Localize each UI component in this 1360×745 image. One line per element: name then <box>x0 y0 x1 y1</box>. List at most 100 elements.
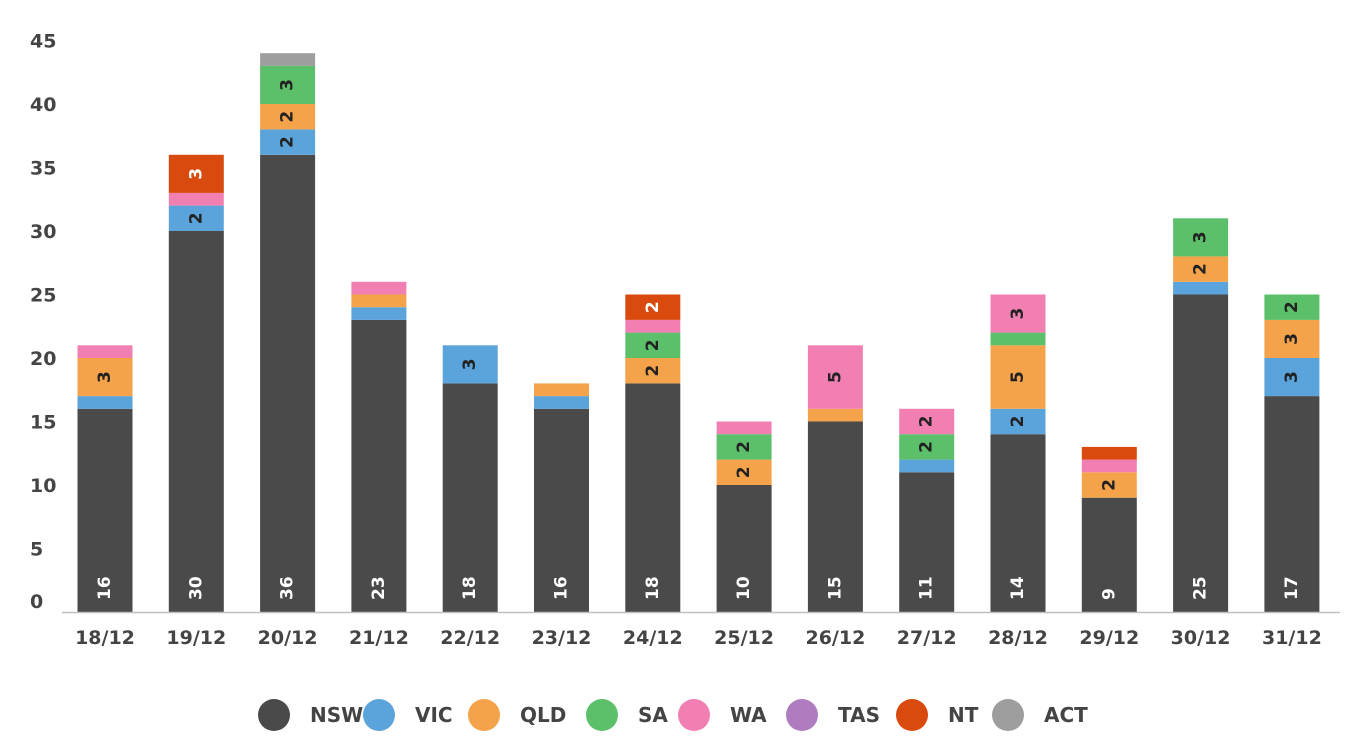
x-tick-label: 25/12 <box>714 627 774 649</box>
bar-segment-nsw[interactable] <box>990 434 1046 612</box>
bar-segment-qld[interactable] <box>990 345 1046 409</box>
y-tick-label: 40 <box>30 94 56 116</box>
bar-segment-nt[interactable] <box>1081 446 1137 460</box>
legend-item-tas[interactable]: TAS <box>786 699 880 731</box>
bar-stack: 30 2 3 <box>168 154 224 612</box>
bar-segment-nsw[interactable] <box>442 383 498 612</box>
bar-segment-qld[interactable] <box>1081 472 1137 498</box>
legend-label: SA <box>638 703 668 727</box>
legend: NSW VIC QLD SA WA TAS NT ACT <box>258 699 1088 731</box>
x-tick-label: 29/12 <box>1079 627 1139 649</box>
bar-stack: 92 <box>1081 446 1137 612</box>
bar-segment-qld[interactable] <box>807 408 863 422</box>
x-tick-label: 22/12 <box>440 627 500 649</box>
bar-segment-wa[interactable] <box>77 345 133 358</box>
bar-segment-sa[interactable] <box>899 434 955 460</box>
bar-segment-nsw[interactable] <box>534 408 589 612</box>
bar-segment-wa[interactable] <box>807 345 863 409</box>
bar-stack: 15 5 <box>807 345 863 613</box>
bar-segment-nsw[interactable] <box>716 485 772 612</box>
data-label: 2 <box>1282 301 1302 313</box>
legend-label: QLD <box>520 703 566 727</box>
bar-segment-sa[interactable] <box>625 332 681 358</box>
legend-swatch <box>363 699 395 731</box>
data-label: 5 <box>825 371 845 383</box>
legend-item-vic[interactable]: VIC <box>363 699 453 731</box>
bar-segment-sa[interactable] <box>1173 218 1229 257</box>
bar-segment-nt[interactable] <box>168 154 224 193</box>
bar-segment-qld[interactable] <box>260 104 316 130</box>
bar-segment-nsw[interactable] <box>807 421 863 613</box>
bar-segment-wa[interactable] <box>168 192 224 206</box>
bar-segment-qld[interactable] <box>1264 319 1320 358</box>
bar-segment-nsw[interactable] <box>168 231 224 612</box>
bar-segment-vic[interactable] <box>1264 358 1320 397</box>
bar-segment-nsw[interactable] <box>351 319 407 612</box>
bar-segment-nt[interactable] <box>625 294 681 320</box>
bar-segment-vic[interactable] <box>168 205 224 231</box>
data-label: 2 <box>278 111 298 123</box>
data-label: 5 <box>1008 371 1028 383</box>
legend-label: NT <box>948 703 979 727</box>
bar-segment-vic[interactable] <box>534 396 589 409</box>
data-label: 18 <box>643 576 663 600</box>
y-tick-label: 35 <box>30 158 56 180</box>
bar-segment-qld[interactable] <box>716 459 772 485</box>
bar-segment-nsw[interactable] <box>77 408 133 612</box>
bar-segment-wa[interactable] <box>625 319 681 333</box>
data-label: 25 <box>1191 576 1211 600</box>
bar-stack: 18 3 <box>442 345 498 612</box>
y-tick-label: 15 <box>30 412 56 434</box>
bar-segment-sa[interactable] <box>716 434 772 460</box>
legend-item-qld[interactable]: QLD <box>468 699 566 731</box>
legend-item-act[interactable]: ACT <box>992 699 1088 731</box>
legend-item-nt[interactable]: NT <box>896 699 979 731</box>
bar-segment-wa[interactable] <box>990 294 1046 333</box>
bar-segment-qld[interactable] <box>77 358 133 397</box>
bar-segment-nsw[interactable] <box>899 472 955 612</box>
bar-segment-qld[interactable] <box>534 383 589 397</box>
bar-segment-vic[interactable] <box>77 396 133 409</box>
legend-item-nsw[interactable]: NSW <box>258 699 363 731</box>
bar-segment-act[interactable] <box>260 53 316 66</box>
bar-segment-qld[interactable] <box>1173 256 1229 282</box>
x-tick-label: 20/12 <box>258 627 318 649</box>
data-label: 23 <box>369 576 389 600</box>
data-label: 3 <box>460 358 480 370</box>
y-tick-label: 0 <box>30 591 43 613</box>
bar-segment-vic[interactable] <box>442 345 498 384</box>
bar-segment-wa[interactable] <box>899 408 955 435</box>
bar-segment-wa[interactable] <box>716 421 772 435</box>
bar-segment-vic[interactable] <box>260 129 316 155</box>
bar-segment-wa[interactable] <box>351 281 407 295</box>
bar-segment-nsw[interactable] <box>1173 294 1229 613</box>
data-label: 2 <box>734 466 754 478</box>
bar-segment-vic[interactable] <box>899 459 955 473</box>
bar-segment-nsw[interactable] <box>260 154 316 613</box>
bar-segment-sa[interactable] <box>990 332 1046 346</box>
bar-segment-qld[interactable] <box>351 294 407 308</box>
bar-segment-sa[interactable] <box>1264 294 1320 320</box>
data-label: 3 <box>1191 231 1211 243</box>
bar-segment-vic[interactable] <box>990 408 1046 435</box>
bar-segment-qld[interactable] <box>625 358 681 384</box>
data-label: 18 <box>460 576 480 600</box>
x-tick-label: 19/12 <box>166 627 226 649</box>
bar-segment-nsw[interactable] <box>1264 396 1320 612</box>
data-label: 2 <box>643 339 663 351</box>
bar-segment-wa[interactable] <box>1081 459 1137 473</box>
data-label: 3 <box>1282 371 1302 383</box>
bar-segment-vic[interactable] <box>351 307 407 320</box>
legend-item-wa[interactable]: WA <box>678 699 767 731</box>
legend-item-sa[interactable]: SA <box>586 699 668 731</box>
bar-segment-sa[interactable] <box>260 65 316 104</box>
bar-stack: 17 3 3 2 <box>1264 294 1320 612</box>
x-tick-label: 26/12 <box>805 627 865 649</box>
bar-segment-nsw[interactable] <box>625 383 681 612</box>
bar-segment-vic[interactable] <box>1173 281 1229 295</box>
legend-label: VIC <box>415 703 453 727</box>
bar-segment-nsw[interactable] <box>1081 497 1137 612</box>
data-label: 16 <box>95 576 115 600</box>
data-label: 2 <box>734 441 754 453</box>
